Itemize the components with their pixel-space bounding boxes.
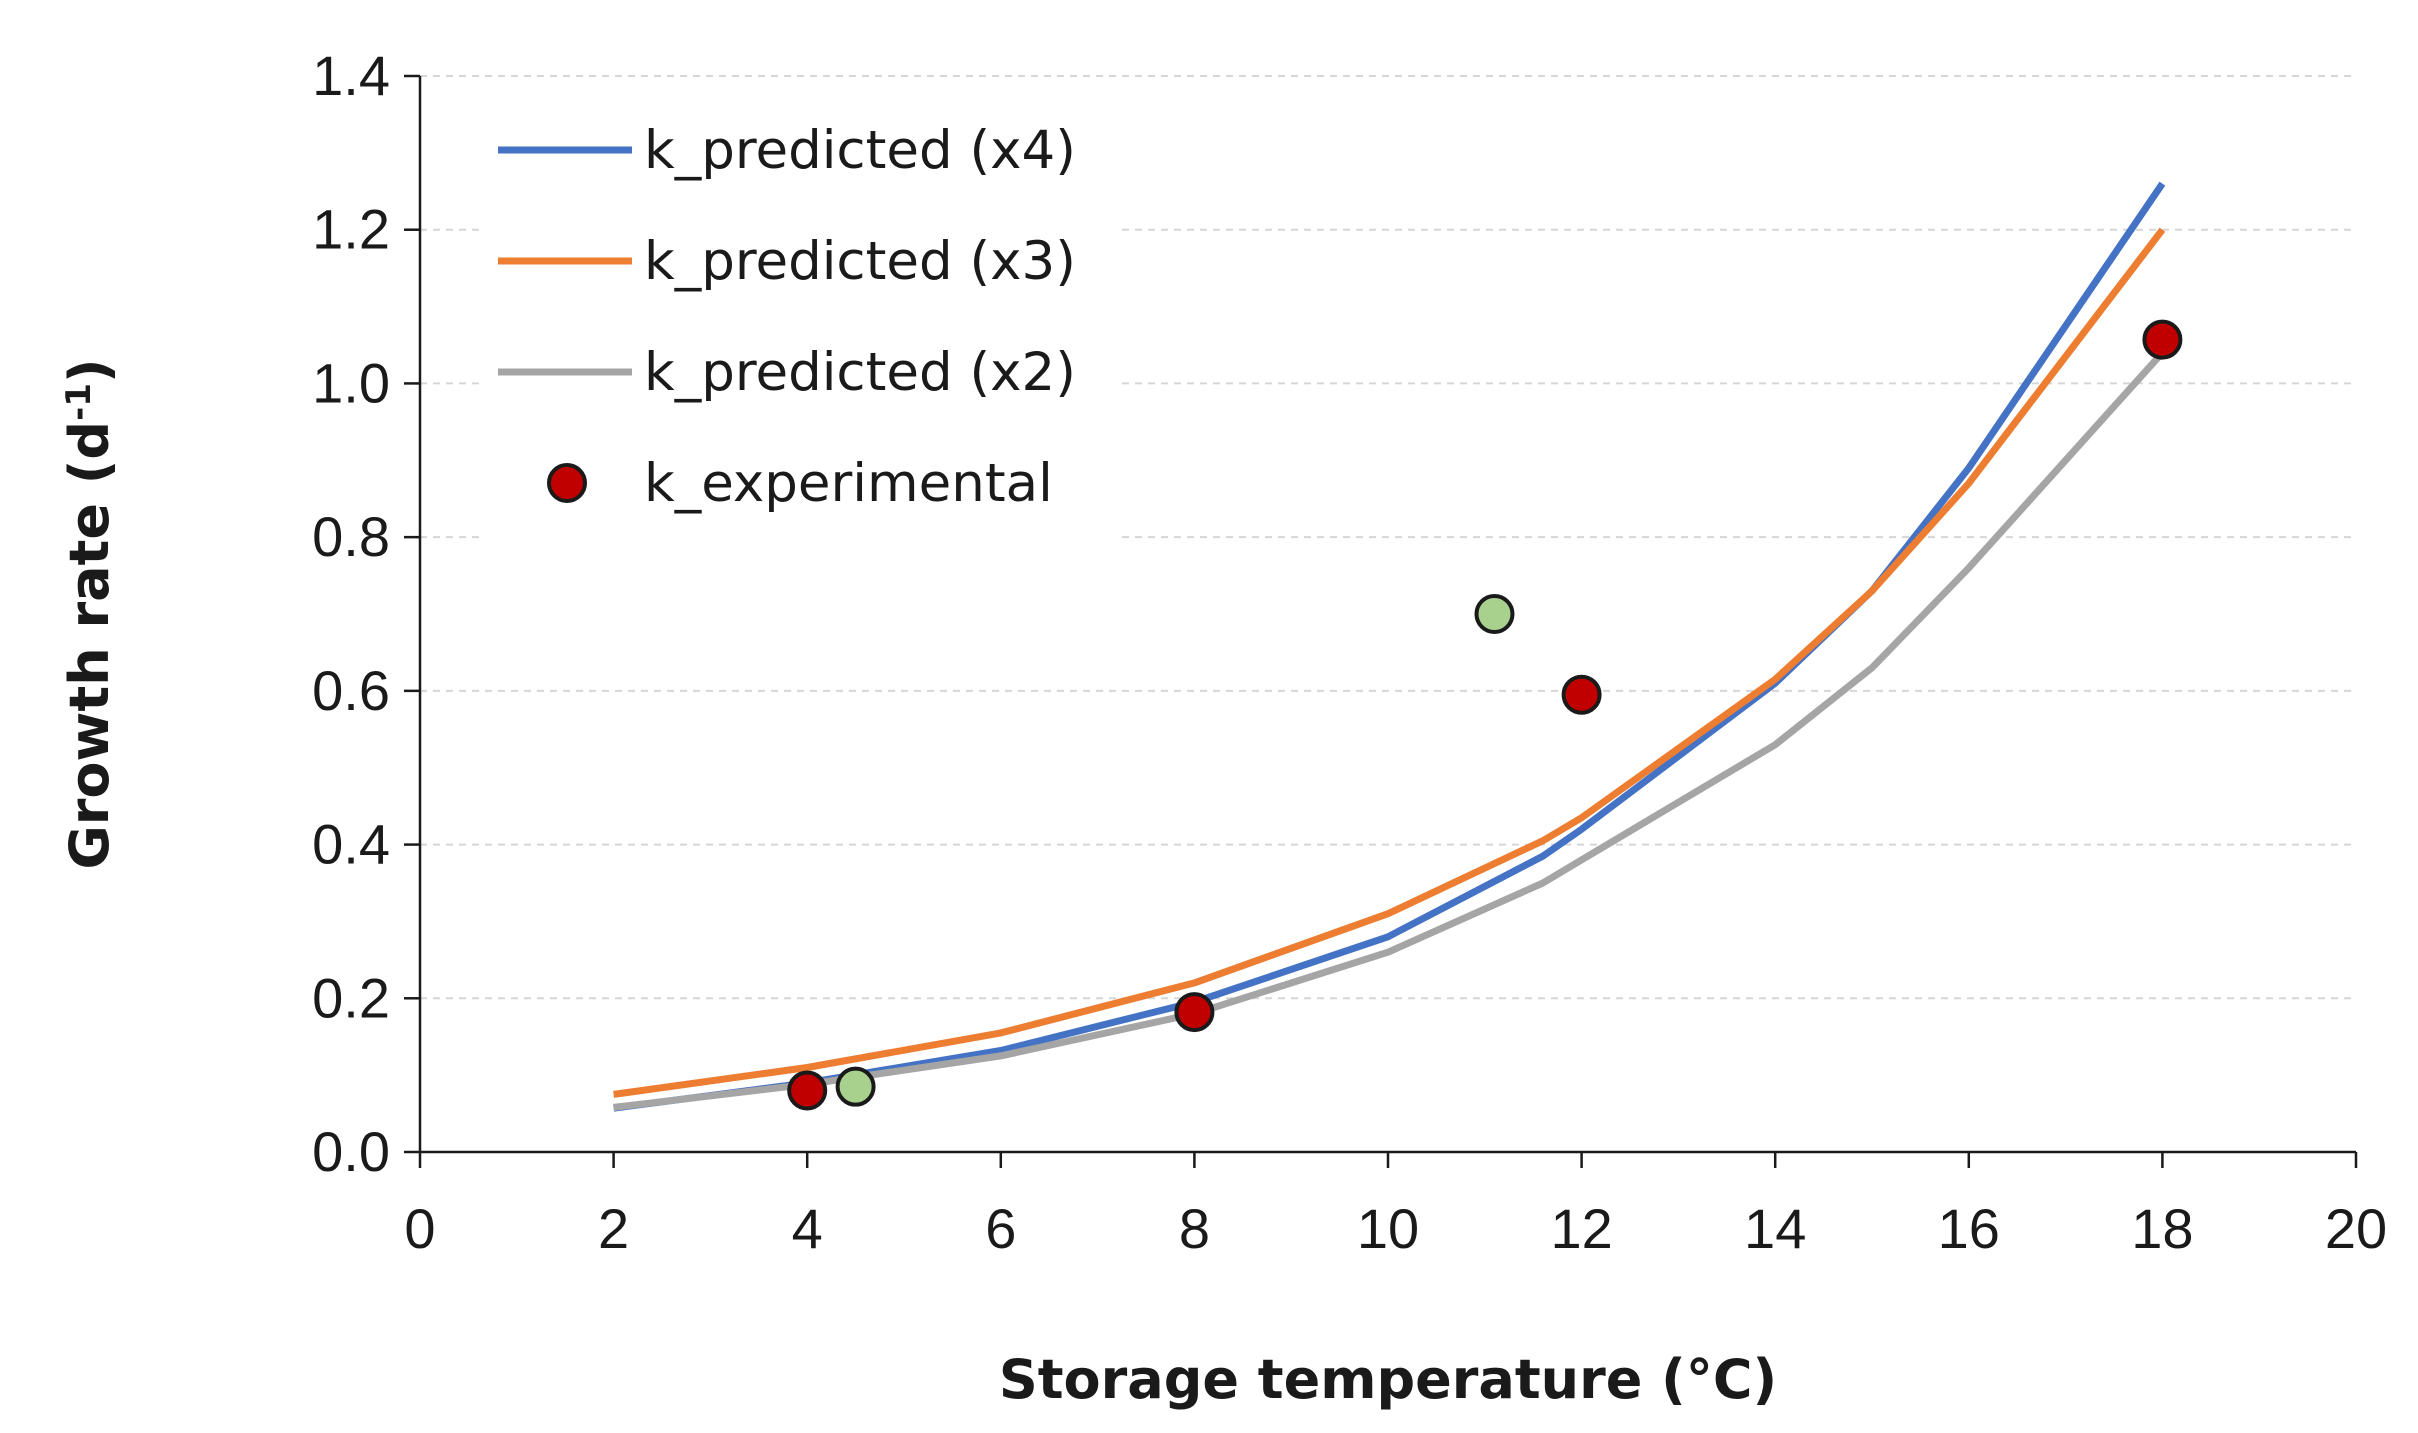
x-tick-label: 16 (1938, 1197, 2000, 1260)
series-line-2 (613, 350, 2166, 1111)
x-axis-title: Storage temperature (°C) (999, 1348, 1777, 1411)
data-point-4 (835, 1066, 876, 1107)
data-point-3 (1174, 992, 1215, 1033)
y-tick-label: 1.0 (312, 351, 390, 414)
x-tick-label: 8 (1179, 1197, 1210, 1260)
x-tick-label: 14 (1744, 1197, 1806, 1260)
x-tick-labels: 0 2 4 6 8 10 12 14 16 18 20 (404, 1197, 2387, 1260)
y-axis-title-main: Growth rate (d (58, 421, 121, 870)
x-tick-label: 20 (2325, 1197, 2387, 1260)
y-tick-label: 0.2 (312, 966, 390, 1029)
y-tick-labels: 0.0 0.2 0.4 0.6 0.8 1.0 1.2 1.4 (312, 44, 390, 1183)
x-tick-label: 6 (985, 1197, 1016, 1260)
series-line-1 (613, 227, 2166, 1098)
gridlines (420, 75, 2356, 1000)
data-point-3 (787, 1070, 828, 1111)
y-tick-label: 0.6 (312, 659, 390, 722)
legend-label-0: k_predicted (x4) (644, 120, 1076, 181)
y-tick-label: 1.2 (312, 198, 390, 261)
y-axis-title-superscript: -1 (59, 383, 99, 421)
legend-background (480, 100, 1120, 540)
y-axis-title-end: ) (58, 358, 121, 383)
y-axis-title: Growth rate (d-1) (58, 358, 121, 869)
series-group (613, 181, 2183, 1112)
legend-label-2: k_predicted (x2) (644, 342, 1076, 403)
x-tick-label: 18 (2131, 1197, 2193, 1260)
x-tick-label: 4 (792, 1197, 823, 1260)
legend: k_predicted (x4) k_predicted (x3) k_predic… (480, 100, 1120, 540)
y-tick-label: 0.8 (312, 505, 390, 568)
data-point-4 (1474, 594, 1515, 634)
y-tick-label: 0.4 (312, 813, 390, 876)
legend-label-3: k_experimental (644, 453, 1053, 514)
y-tick-label: 0.0 (312, 1120, 390, 1183)
legend-swatch-3 (547, 463, 587, 503)
x-tick-label: 2 (598, 1197, 629, 1260)
y-tick-label: 1.4 (312, 44, 390, 107)
data-point-3 (1561, 674, 1602, 715)
x-tick-label: 0 (404, 1197, 435, 1260)
x-tick-label: 10 (1357, 1197, 1419, 1260)
data-point-3 (2142, 319, 2183, 360)
x-tick-label: 12 (1550, 1197, 1612, 1260)
axes (404, 74, 2358, 1168)
legend-label-1: k_predicted (x3) (644, 231, 1076, 292)
